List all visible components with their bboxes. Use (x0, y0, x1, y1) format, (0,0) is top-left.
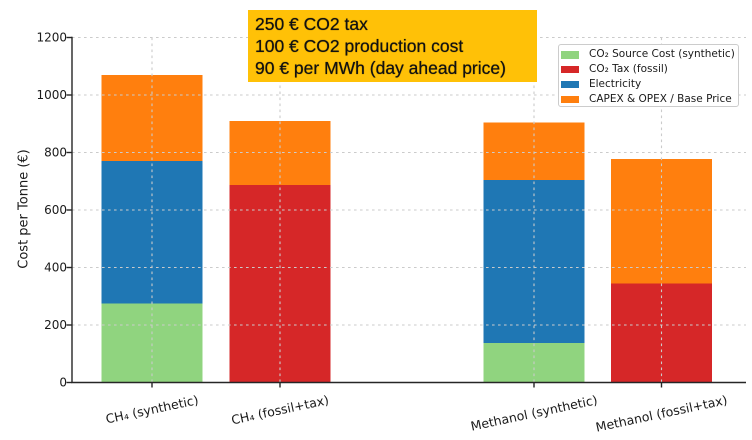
annotation-box: 250 € CO2 tax 100 € CO2 production cost … (248, 10, 537, 82)
legend-swatch (561, 95, 579, 104)
legend-item: CO₂ Source Cost (synthetic) (561, 48, 738, 63)
annotation-line-3: 90 € per MWh (day ahead price) (255, 58, 506, 78)
y-tick-label: 600 (44, 203, 67, 217)
legend-item: CO₂ Tax (fossil) (561, 62, 738, 77)
y-tick-label: 400 (44, 261, 67, 275)
annotation-line-1: 250 € CO2 tax (255, 14, 368, 34)
x-tick-label: CH₄ (fossil+tax) (230, 392, 330, 427)
legend-label: Electricity (589, 77, 642, 90)
x-tick-label: Methanol (fossil+tax) (594, 392, 728, 435)
y-tick-label: 1000 (36, 88, 67, 102)
bar-segment (611, 158, 712, 284)
legend: CO₂ Source Cost (synthetic) CO₂ Tax (foss… (558, 44, 739, 107)
legend-label: CO₂ Source Cost (synthetic) (589, 48, 735, 61)
legend-swatch (561, 65, 579, 74)
legend-swatch (561, 80, 579, 89)
legend-label: CO₂ Tax (fossil) (589, 63, 668, 76)
y-tick-label: 0 (59, 376, 67, 390)
bars-layer (101, 74, 712, 383)
legend-label: CAPEX & OPEX / Base Price (589, 92, 732, 105)
y-tick-label: 800 (44, 146, 67, 160)
legend-item: CAPEX & OPEX / Base Price (561, 92, 738, 107)
y-tick-label: 1200 (36, 31, 67, 45)
x-tick-label: Methanol (synthetic) (469, 392, 599, 434)
y-tick-label: 200 (44, 318, 67, 332)
annotation-line-2: 100 € CO2 production cost (255, 36, 464, 56)
axes-layer (66, 36, 746, 388)
legend-swatch (561, 51, 579, 59)
legend-item: Electricity (561, 77, 738, 92)
y-axis-title: Cost per Tonne (€) (17, 149, 32, 268)
x-tick-label: CH₄ (synthetic) (104, 392, 200, 426)
